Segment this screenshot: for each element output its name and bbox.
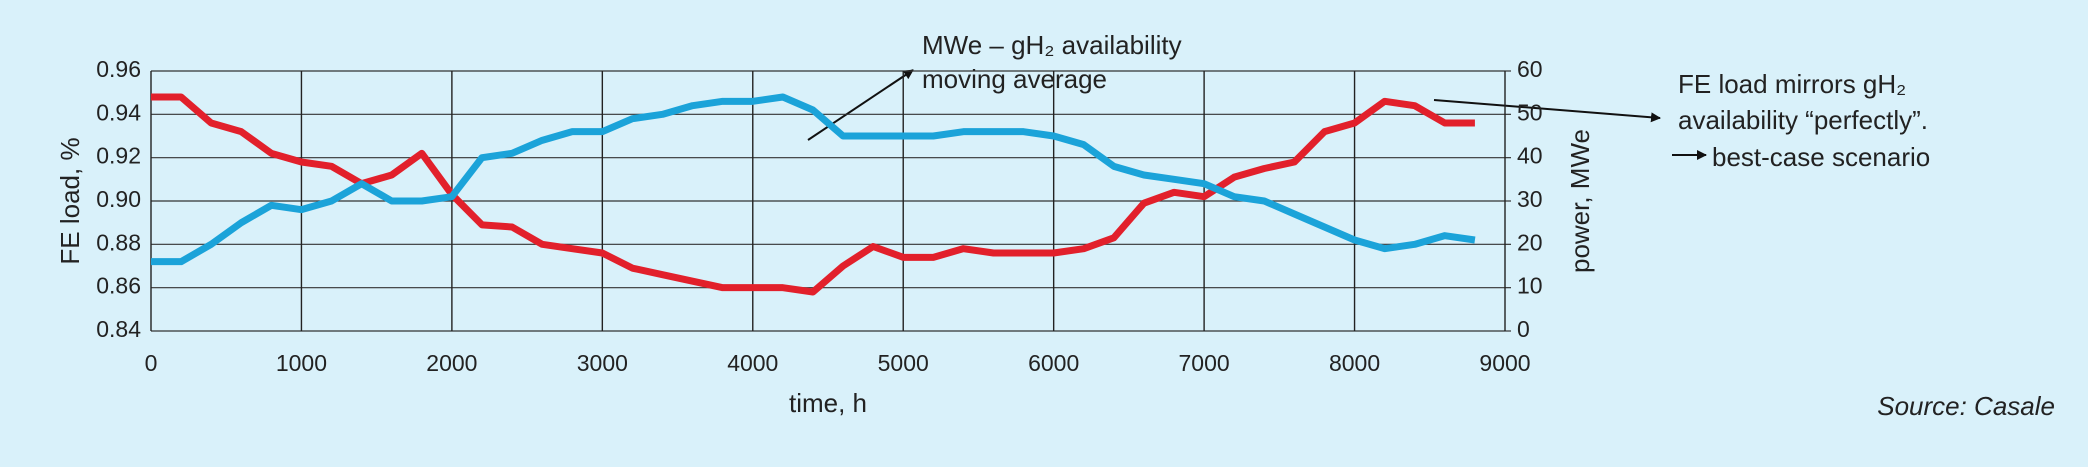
y-tick-label: 0.92: [96, 143, 141, 169]
annotation: MWe – gH₂ availability: [922, 30, 1182, 60]
y2-tick-label: 40: [1517, 143, 1543, 169]
x-tick-label: 8000: [1329, 350, 1380, 376]
y2-tick-label: 10: [1517, 273, 1543, 299]
y2-tick-label: 0: [1517, 316, 1530, 342]
y2-axis-title: power, MWe: [1565, 129, 1595, 273]
y-tick-label: 0.84: [96, 316, 141, 342]
x-tick-label: 9000: [1479, 350, 1530, 376]
x-axis-title: time, h: [789, 388, 867, 418]
y-tick-label: 0.88: [96, 229, 141, 255]
y2-tick-label: 60: [1517, 56, 1543, 82]
annotation-arrow: [807, 69, 914, 141]
annotation: moving average: [922, 64, 1107, 94]
data-line: [151, 93, 1476, 266]
x-tick-label: 4000: [727, 350, 778, 376]
y-tick-label: 0.94: [96, 99, 141, 125]
y2-tick-label: 20: [1517, 229, 1543, 255]
x-tick-label: 0: [145, 350, 158, 376]
y-tick-label: 0.96: [96, 56, 141, 82]
y2-tick-label: 50: [1517, 99, 1543, 125]
annotation: availability “perfectly”.: [1678, 105, 1928, 135]
x-tick-label: 2000: [426, 350, 477, 376]
annotation: best-case scenario: [1712, 142, 1930, 172]
x-tick-label: 6000: [1028, 350, 1079, 376]
data-line: [151, 93, 1475, 296]
x-tick-label: 3000: [577, 350, 628, 376]
y2-tick-label: 30: [1517, 186, 1543, 212]
x-tick-label: 7000: [1179, 350, 1230, 376]
y-axis-title: FE load, %: [55, 137, 85, 264]
x-tick-label: 5000: [878, 350, 929, 376]
x-tick-label: 1000: [276, 350, 327, 376]
y-tick-label: 0.86: [96, 273, 141, 299]
source: Source: Casale: [1877, 391, 2055, 421]
y-tick-label: 0.90: [96, 186, 141, 212]
annotation-arrow: [1433, 99, 1661, 123]
annotation: FE load mirrors gH₂: [1678, 69, 1906, 99]
